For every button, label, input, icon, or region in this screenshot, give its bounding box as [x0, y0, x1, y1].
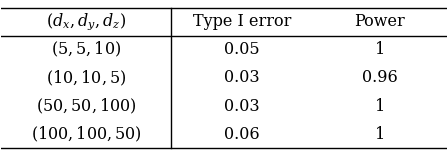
Text: $(5, 5, 10)$: $(5, 5, 10)$ — [51, 40, 121, 59]
Text: $(50,50,100)$: $(50,50,100)$ — [35, 97, 136, 116]
Text: Power: Power — [354, 13, 405, 30]
Text: 0.05: 0.05 — [224, 41, 260, 58]
Text: 0.06: 0.06 — [224, 126, 260, 143]
Text: $(100,100,50)$: $(100,100,50)$ — [30, 125, 142, 144]
Text: 0.03: 0.03 — [224, 70, 260, 86]
Text: Type I error: Type I error — [193, 13, 291, 30]
Text: $(d_x, d_y, d_z)$: $(d_x, d_y, d_z)$ — [46, 11, 126, 32]
Text: 0.03: 0.03 — [224, 98, 260, 115]
Text: $(10, 10, 5)$: $(10, 10, 5)$ — [46, 68, 126, 88]
Text: 1: 1 — [375, 98, 385, 115]
Text: 1: 1 — [375, 41, 385, 58]
Text: 0.96: 0.96 — [362, 70, 398, 86]
Text: 1: 1 — [375, 126, 385, 143]
